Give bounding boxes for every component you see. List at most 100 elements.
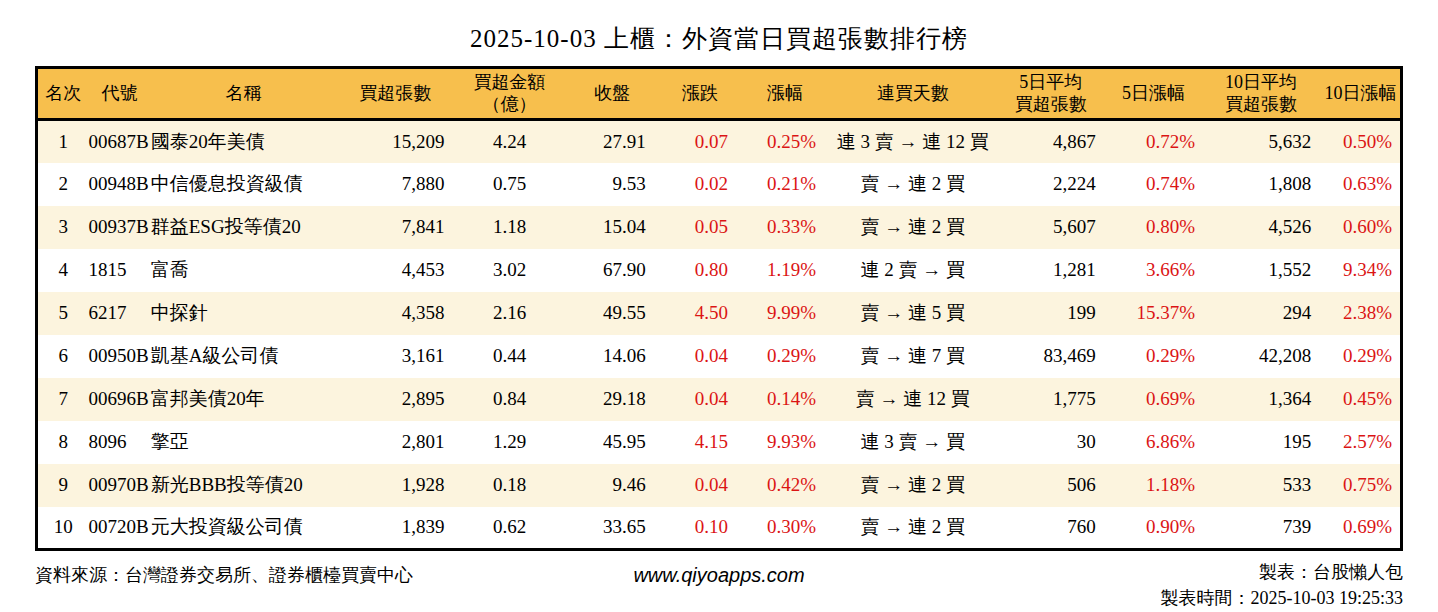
column-header-change: 漲跌 (660, 68, 740, 120)
cell-close: 27.91 (565, 120, 660, 163)
cell-net-buy-volume: 15,209 (336, 120, 454, 163)
cell-change-10d-percent: 0.29% (1321, 335, 1401, 378)
cell-change: 4.15 (660, 421, 740, 464)
cell-change: 0.02 (660, 163, 740, 206)
column-header-name: 名稱 (151, 68, 336, 120)
column-header-avg10-net-buy-volume: 10日平均買超張數 (1201, 68, 1321, 120)
cell-consecutive-buy-days: 賣 → 連 2 買 (830, 464, 995, 507)
cell-net-buy-amount: 0.75 (454, 163, 564, 206)
column-header-avg5-net-buy-volume: 5日平均買超張數 (996, 68, 1106, 120)
cell-close: 15.04 (565, 206, 660, 249)
cell-change-5d-percent: 0.80% (1106, 206, 1201, 249)
column-header-net-buy-amount: 買超金額（億） (454, 68, 564, 120)
cell-avg10-net-buy-volume: 1,552 (1201, 249, 1321, 292)
table-row: 300937B群益ESG投等債207,8411.1815.040.050.33%… (37, 206, 1402, 249)
cell-change: 0.80 (660, 249, 740, 292)
cell-avg5-net-buy-volume: 83,469 (996, 335, 1106, 378)
cell-net-buy-volume: 7,880 (336, 163, 454, 206)
column-header-consecutive-buy-days: 連買天數 (830, 68, 995, 120)
created-timestamp: 製表時間：2025-10-03 19:25:33 (805, 585, 1403, 611)
cell-change-10d-percent: 0.50% (1321, 120, 1401, 163)
cell-change-percent: 0.21% (740, 163, 830, 206)
cell-code: 00970B (89, 464, 151, 507)
cell-close: 33.65 (565, 507, 660, 550)
cell-avg5-net-buy-volume: 4,867 (996, 120, 1106, 163)
cell-name: 富邦美債20年 (151, 378, 336, 421)
cell-name: 凱基A級公司債 (151, 335, 336, 378)
cell-avg5-net-buy-volume: 1,775 (996, 378, 1106, 421)
column-header-code: 代號 (89, 68, 151, 120)
cell-code: 00687B (89, 120, 151, 163)
column-header-rank: 名次 (37, 68, 89, 120)
cell-close: 67.90 (565, 249, 660, 292)
cell-close: 49.55 (565, 292, 660, 335)
cell-change-10d-percent: 9.34% (1321, 249, 1401, 292)
cell-rank: 3 (37, 206, 89, 249)
cell-net-buy-amount: 0.44 (454, 335, 564, 378)
cell-change-5d-percent: 1.18% (1106, 464, 1201, 507)
cell-rank: 4 (37, 249, 89, 292)
report-page: 2025-10-03 上櫃：外資當日買超張數排行榜 名次代號名稱買超張數買超金額… (0, 0, 1438, 612)
cell-close: 29.18 (565, 378, 660, 421)
cell-rank: 7 (37, 378, 89, 421)
cell-change-5d-percent: 15.37% (1106, 292, 1201, 335)
cell-change-10d-percent: 0.45% (1321, 378, 1401, 421)
cell-name: 擎亞 (151, 421, 336, 464)
cell-change: 0.04 (660, 378, 740, 421)
cell-consecutive-buy-days: 賣 → 連 2 買 (830, 206, 995, 249)
cell-code: 00950B (89, 335, 151, 378)
cell-avg10-net-buy-volume: 5,632 (1201, 120, 1321, 163)
table-row: 600950B凱基A級公司債3,1610.4414.060.040.29%賣 →… (37, 335, 1402, 378)
cell-change-percent: 0.29% (740, 335, 830, 378)
cell-change-10d-percent: 0.63% (1321, 163, 1401, 206)
cell-change-percent: 0.25% (740, 120, 830, 163)
cell-rank: 1 (37, 120, 89, 163)
cell-change-5d-percent: 0.90% (1106, 507, 1201, 550)
cell-change: 4.50 (660, 292, 740, 335)
table-row: 200948B中信優息投資級債7,8800.759.530.020.21%賣 →… (37, 163, 1402, 206)
table-row: 900970B新光BBB投等債201,9280.189.460.040.42%賣… (37, 464, 1402, 507)
cell-net-buy-amount: 1.18 (454, 206, 564, 249)
cell-code: 00720B (89, 507, 151, 550)
cell-consecutive-buy-days: 賣 → 連 7 買 (830, 335, 995, 378)
cell-change: 0.05 (660, 206, 740, 249)
cell-change-percent: 9.93% (740, 421, 830, 464)
cell-name: 中探針 (151, 292, 336, 335)
cell-net-buy-amount: 0.18 (454, 464, 564, 507)
cell-net-buy-volume: 1,928 (336, 464, 454, 507)
cell-change: 0.10 (660, 507, 740, 550)
cell-change-10d-percent: 2.57% (1321, 421, 1401, 464)
page-title: 2025-10-03 上櫃：外資當日買超張數排行榜 (0, 0, 1438, 64)
creator-text: 製表：台股懶人包 (805, 559, 1403, 585)
cell-change-5d-percent: 6.86% (1106, 421, 1201, 464)
footer: 資料來源：台灣證券交易所、證券櫃檯買賣中心 www.qiyoapps.com 製… (35, 559, 1403, 611)
table-body: 100687B國泰20年美債15,2094.2427.910.070.25%連 … (37, 120, 1402, 550)
cell-consecutive-buy-days: 賣 → 連 5 買 (830, 292, 995, 335)
cell-name: 中信優息投資級債 (151, 163, 336, 206)
table-row: 1000720B元大投資級公司債1,8390.6233.650.100.30%賣… (37, 507, 1402, 550)
column-header-close: 收盤 (565, 68, 660, 120)
table-row: 700696B富邦美債20年2,8950.8429.180.040.14%賣 →… (37, 378, 1402, 421)
cell-avg10-net-buy-volume: 4,526 (1201, 206, 1321, 249)
cell-code: 00948B (89, 163, 151, 206)
cell-net-buy-volume: 3,161 (336, 335, 454, 378)
cell-change-percent: 9.99% (740, 292, 830, 335)
cell-net-buy-amount: 0.62 (454, 507, 564, 550)
cell-rank: 2 (37, 163, 89, 206)
cell-close: 9.53 (565, 163, 660, 206)
cell-name: 新光BBB投等債20 (151, 464, 336, 507)
cell-change-5d-percent: 0.69% (1106, 378, 1201, 421)
column-header-change-percent: 漲幅 (740, 68, 830, 120)
column-header-change-5d-percent: 5日漲幅 (1106, 68, 1201, 120)
cell-change-percent: 0.14% (740, 378, 830, 421)
cell-change-5d-percent: 0.72% (1106, 120, 1201, 163)
cell-name: 元大投資級公司債 (151, 507, 336, 550)
cell-avg10-net-buy-volume: 1,808 (1201, 163, 1321, 206)
cell-net-buy-volume: 7,841 (336, 206, 454, 249)
cell-avg10-net-buy-volume: 533 (1201, 464, 1321, 507)
cell-net-buy-volume: 4,453 (336, 249, 454, 292)
cell-name: 群益ESG投等債20 (151, 206, 336, 249)
cell-avg10-net-buy-volume: 294 (1201, 292, 1321, 335)
cell-avg5-net-buy-volume: 199 (996, 292, 1106, 335)
cell-change-5d-percent: 3.66% (1106, 249, 1201, 292)
